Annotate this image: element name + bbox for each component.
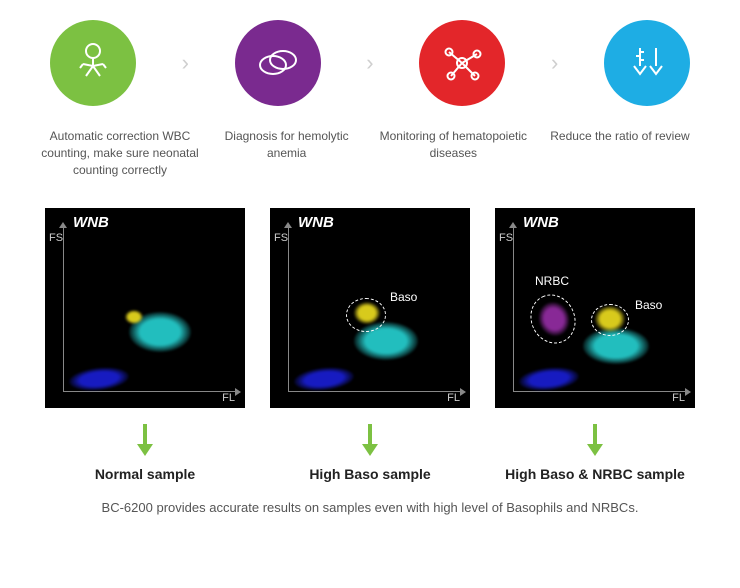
y-axis-label: FS: [274, 232, 288, 244]
x-axis-line: [288, 391, 462, 392]
cluster-dark_blue: [518, 365, 580, 393]
x-axis-arrow-icon: [685, 388, 691, 396]
plot-caption: Normal sample: [40, 466, 250, 482]
x-axis-label: FL: [672, 392, 685, 404]
plot-caption: High Baso & NRBC sample: [490, 466, 700, 482]
icon-label-row: Automatic correction WBC counting, make …: [30, 128, 710, 178]
icon-label: Diagnosis for hemolytic anemia: [207, 128, 367, 178]
down-arrow-icon: [584, 422, 606, 456]
annotation-label: Baso: [390, 290, 417, 304]
scatter-plot: WNB FS FL Baso: [270, 208, 470, 408]
y-axis-line: [513, 226, 514, 392]
footer-text: BC-6200 provides accurate results on sam…: [30, 500, 710, 515]
chevron-right-icon: ›: [182, 50, 189, 76]
scatter-plot: WNB FS FL: [45, 208, 245, 408]
plot-caption: High Baso sample: [265, 466, 475, 482]
cluster-dark_blue: [68, 365, 130, 393]
arrows-icon: [604, 20, 690, 106]
infographic-root: › › › Automatic correction WBC counting, m…: [0, 0, 740, 535]
plot-title: WNB: [523, 214, 559, 231]
cluster-dark_blue: [293, 365, 355, 393]
molecule-icon: [419, 20, 505, 106]
plot-title: WNB: [73, 214, 109, 231]
y-axis-line: [63, 226, 64, 392]
icon-label: Automatic correction WBC counting, make …: [40, 128, 200, 178]
y-axis-arrow-icon: [284, 222, 292, 228]
y-axis-label: FS: [499, 232, 513, 244]
down-arrow-icon: [359, 422, 381, 456]
down-arrow-icon: [134, 422, 156, 456]
annotation-label: NRBC: [535, 274, 569, 288]
y-axis-label: FS: [49, 232, 63, 244]
x-axis-line: [513, 391, 687, 392]
cells-icon: [235, 20, 321, 106]
icon-row: › › ›: [30, 20, 710, 106]
y-axis-arrow-icon: [59, 222, 67, 228]
plot-column: WNB FS FL NRBC Baso: [490, 208, 700, 456]
x-axis-label: FL: [222, 392, 235, 404]
plot-caption-row: Normal sample High Baso sample High Baso &…: [30, 466, 710, 482]
annotation-label: Baso: [635, 298, 662, 312]
y-axis-arrow-icon: [509, 222, 517, 228]
annotation-circle: [522, 287, 583, 351]
scatter-plot: WNB FS FL NRBC Baso: [495, 208, 695, 408]
cluster-yellow: [125, 310, 143, 324]
baby-icon: [50, 20, 136, 106]
plot-column: WNB FS FL: [40, 208, 250, 456]
scatter-plot-row: WNB FS FL WNB FS FL Baso WNB FS FL NRBC Baso: [30, 208, 710, 456]
plot-title: WNB: [298, 214, 334, 231]
icon-label: Monitoring of hematopoietic diseases: [373, 128, 533, 178]
x-axis-arrow-icon: [460, 388, 466, 396]
y-axis-line: [288, 226, 289, 392]
plot-column: WNB FS FL Baso: [265, 208, 475, 456]
chevron-right-icon: ›: [551, 50, 558, 76]
icon-label: Reduce the ratio of review: [540, 128, 700, 178]
x-axis-arrow-icon: [235, 388, 241, 396]
x-axis-label: FL: [447, 392, 460, 404]
chevron-right-icon: ›: [366, 50, 373, 76]
x-axis-line: [63, 391, 237, 392]
